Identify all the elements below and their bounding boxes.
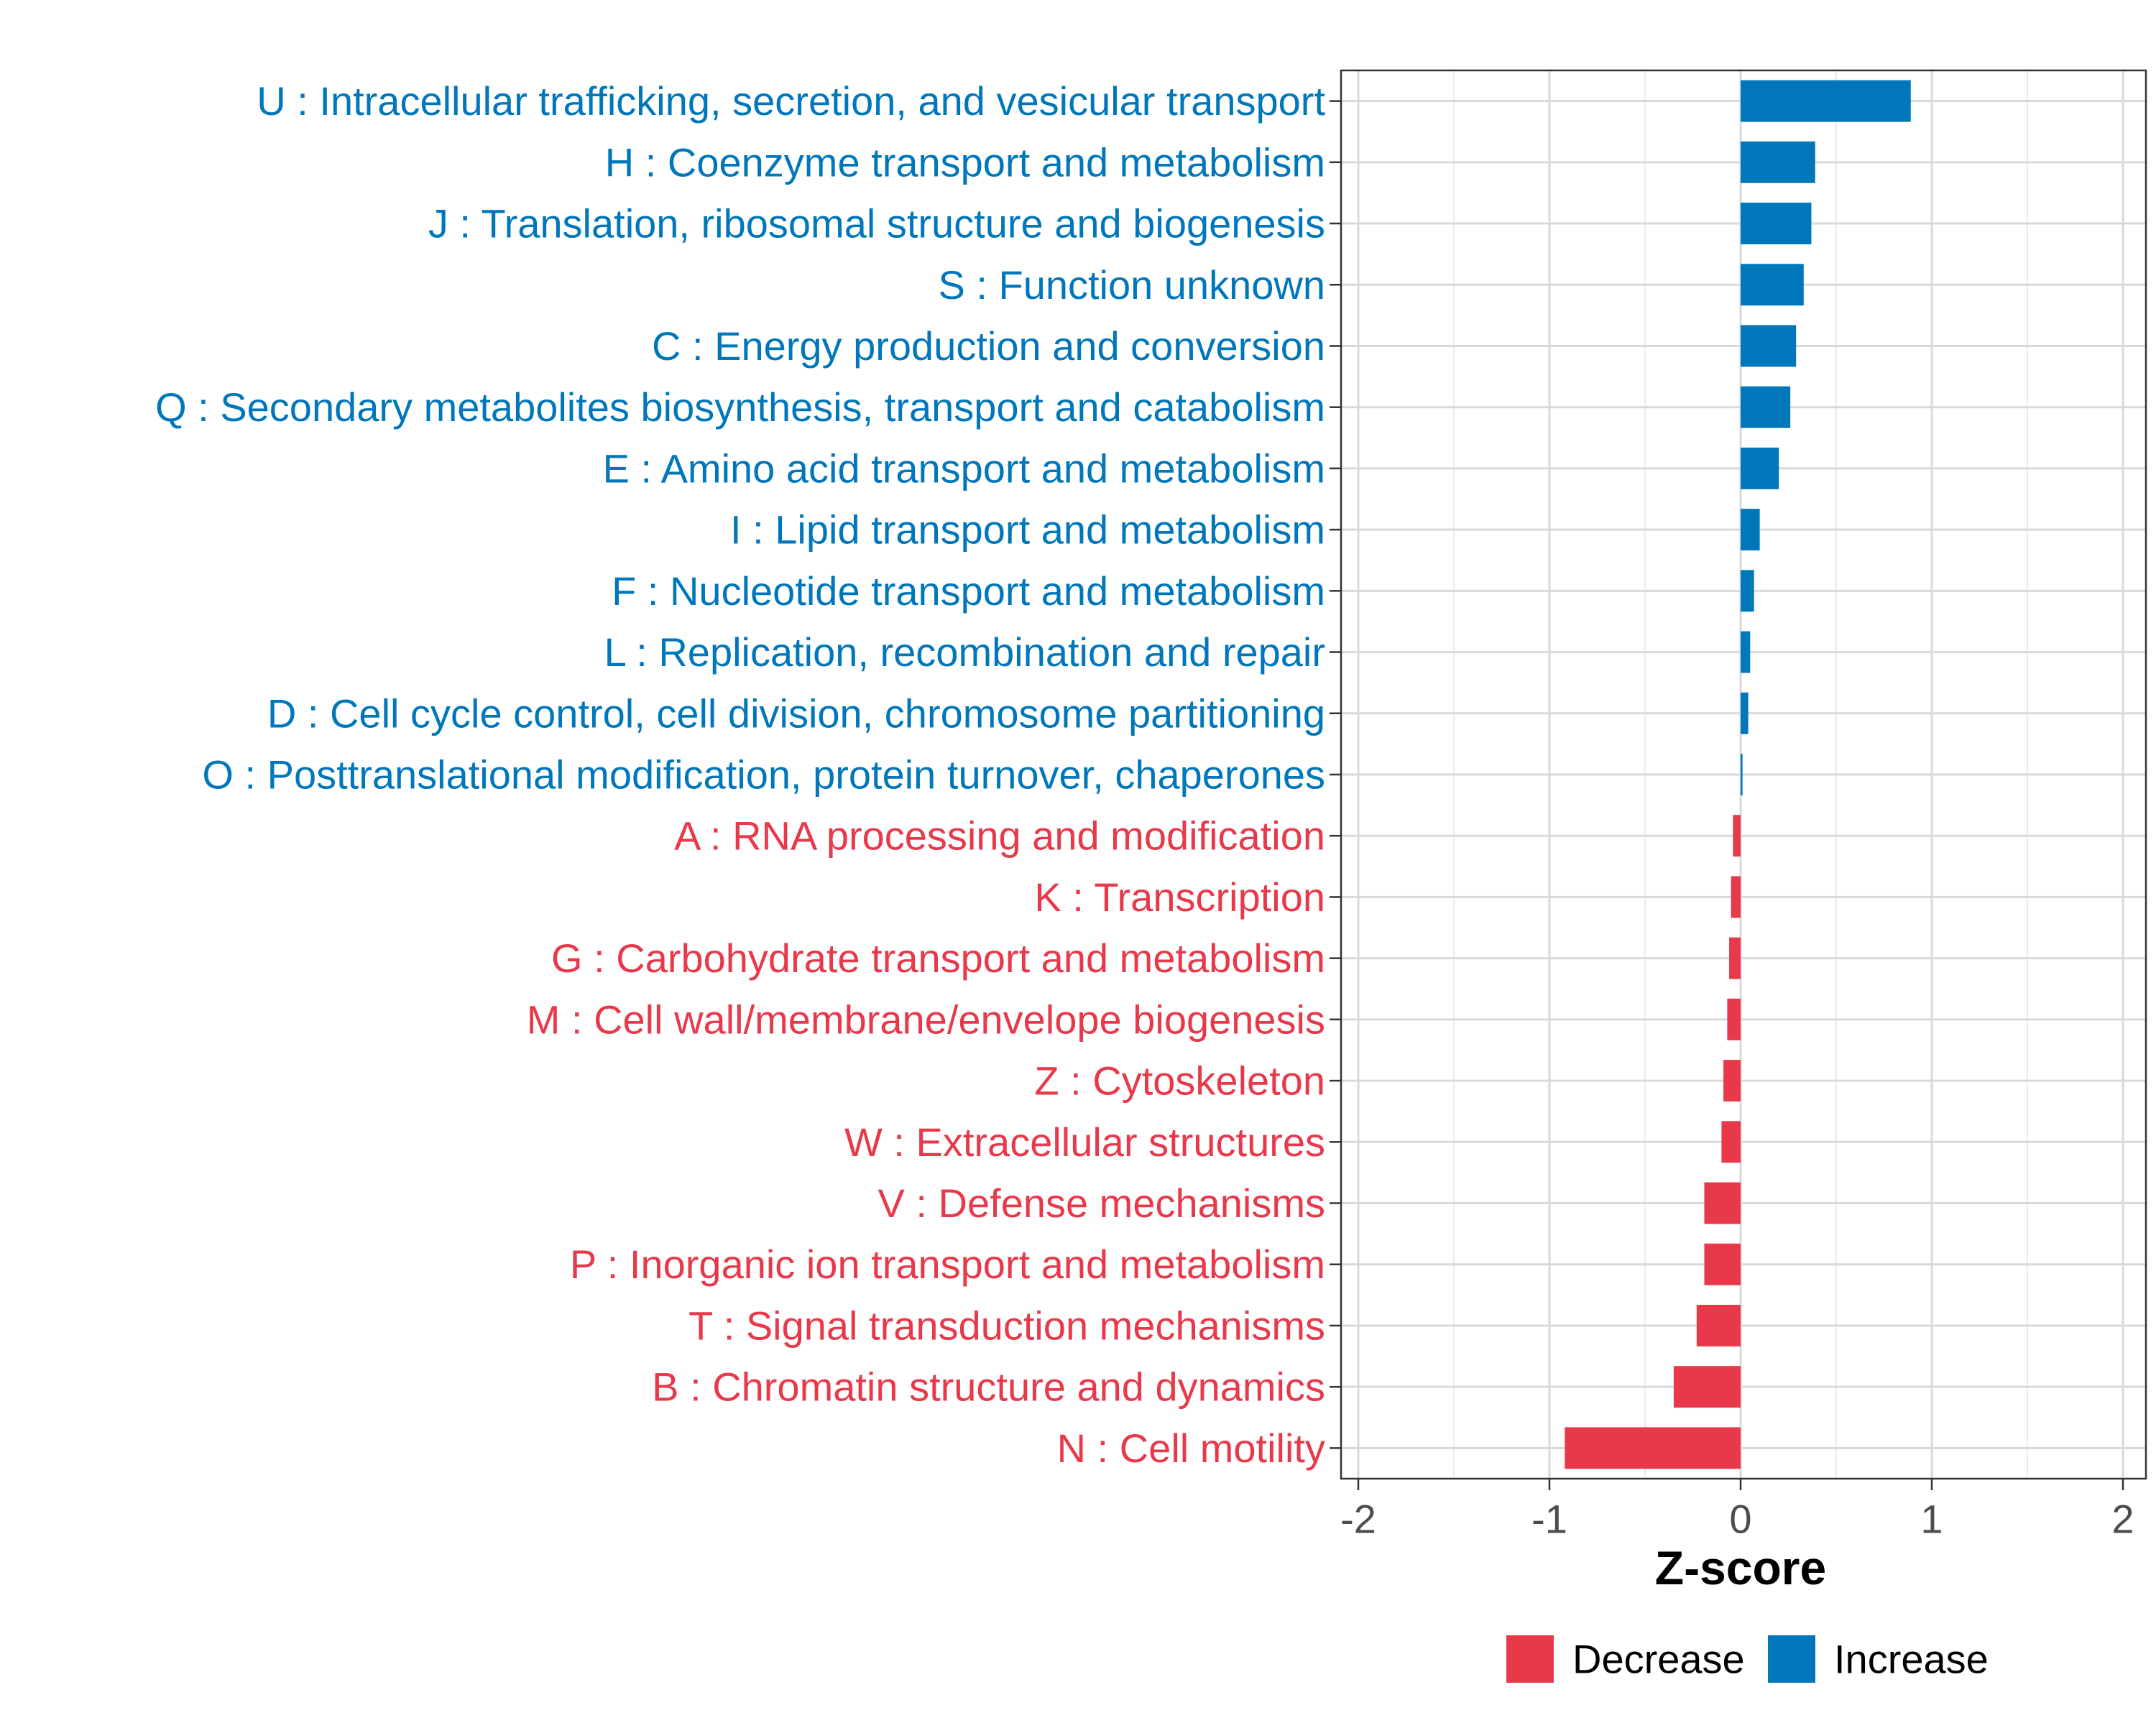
category-label: L : Replication, recombination and repai… [604, 629, 1325, 675]
category-label: P : Inorganic ion transport and metaboli… [570, 1242, 1325, 1287]
bar [1741, 141, 1815, 183]
x-tick-label: 2 [2111, 1497, 2134, 1542]
category-label: A : RNA processing and modification [674, 813, 1325, 859]
x-tick-label: 1 [1920, 1497, 1943, 1542]
x-tick-label: 0 [1729, 1497, 1751, 1542]
bar [1673, 1366, 1741, 1408]
legend-label-decrease: Decrease [1572, 1637, 1745, 1682]
category-label: Q : Secondary metabolites biosynthesis, … [155, 384, 1325, 430]
bar [1741, 692, 1749, 734]
category-label: D : Cell cycle control, cell division, c… [267, 690, 1325, 736]
axis-layer: U : Intracellular trafficking, secretion… [155, 78, 2134, 1541]
x-tick-label: -2 [1340, 1497, 1376, 1542]
category-label: G : Carbohydrate transport and metabolis… [551, 935, 1325, 981]
category-label: F : Nucleotide transport and metabolism [612, 568, 1325, 614]
bar [1721, 1121, 1741, 1163]
bar [1729, 937, 1741, 979]
bar [1741, 509, 1760, 551]
x-tick-label: -1 [1531, 1497, 1567, 1542]
bar [1741, 631, 1751, 673]
bar [1741, 80, 1911, 122]
legend-swatch-decrease [1506, 1635, 1554, 1683]
category-label: W : Extracellular structures [844, 1119, 1325, 1165]
bar [1696, 1304, 1741, 1346]
category-label: I : Lipid transport and metabolism [730, 507, 1325, 553]
bar [1723, 1060, 1741, 1102]
bar [1727, 998, 1741, 1040]
category-label: T : Signal transduction mechanisms [688, 1303, 1325, 1348]
bar [1704, 1182, 1741, 1224]
category-label: J : Translation, ribosomal structure and… [428, 201, 1325, 246]
bar [1741, 203, 1812, 245]
legend-swatch-increase [1768, 1635, 1815, 1683]
category-label: M : Cell wall/membrane/envelope biogenes… [527, 997, 1325, 1042]
category-label: S : Function unknown [938, 262, 1325, 308]
category-label: V : Defense mechanisms [878, 1181, 1325, 1226]
bar [1731, 876, 1741, 918]
bar [1704, 1243, 1741, 1285]
bar [1741, 570, 1754, 612]
category-label: O : Posttranslational modification, prot… [202, 752, 1325, 798]
bar [1565, 1427, 1741, 1469]
bar-layer [1565, 80, 1911, 1469]
category-label: B : Chromatin structure and dynamics [652, 1364, 1325, 1410]
bar [1733, 815, 1741, 857]
legend: Decrease Increase [1506, 1635, 1989, 1683]
bar [1741, 447, 1779, 489]
x-axis-title: Z-score [1655, 1541, 1826, 1594]
category-label: N : Cell motility [1057, 1426, 1325, 1471]
category-label: H : Coenzyme transport and metabolism [605, 139, 1325, 185]
category-label: Z : Cytoskeleton [1034, 1058, 1325, 1104]
legend-label-increase: Increase [1834, 1637, 1989, 1682]
category-label: E : Amino acid transport and metabolism [603, 445, 1325, 491]
category-label: C : Energy production and conversion [652, 323, 1325, 369]
bar [1741, 325, 1797, 367]
bar [1741, 264, 1804, 306]
category-label: K : Transcription [1034, 874, 1325, 920]
category-label: U : Intracellular trafficking, secretion… [257, 78, 1325, 124]
bar [1741, 386, 1791, 428]
bar [1741, 754, 1743, 795]
